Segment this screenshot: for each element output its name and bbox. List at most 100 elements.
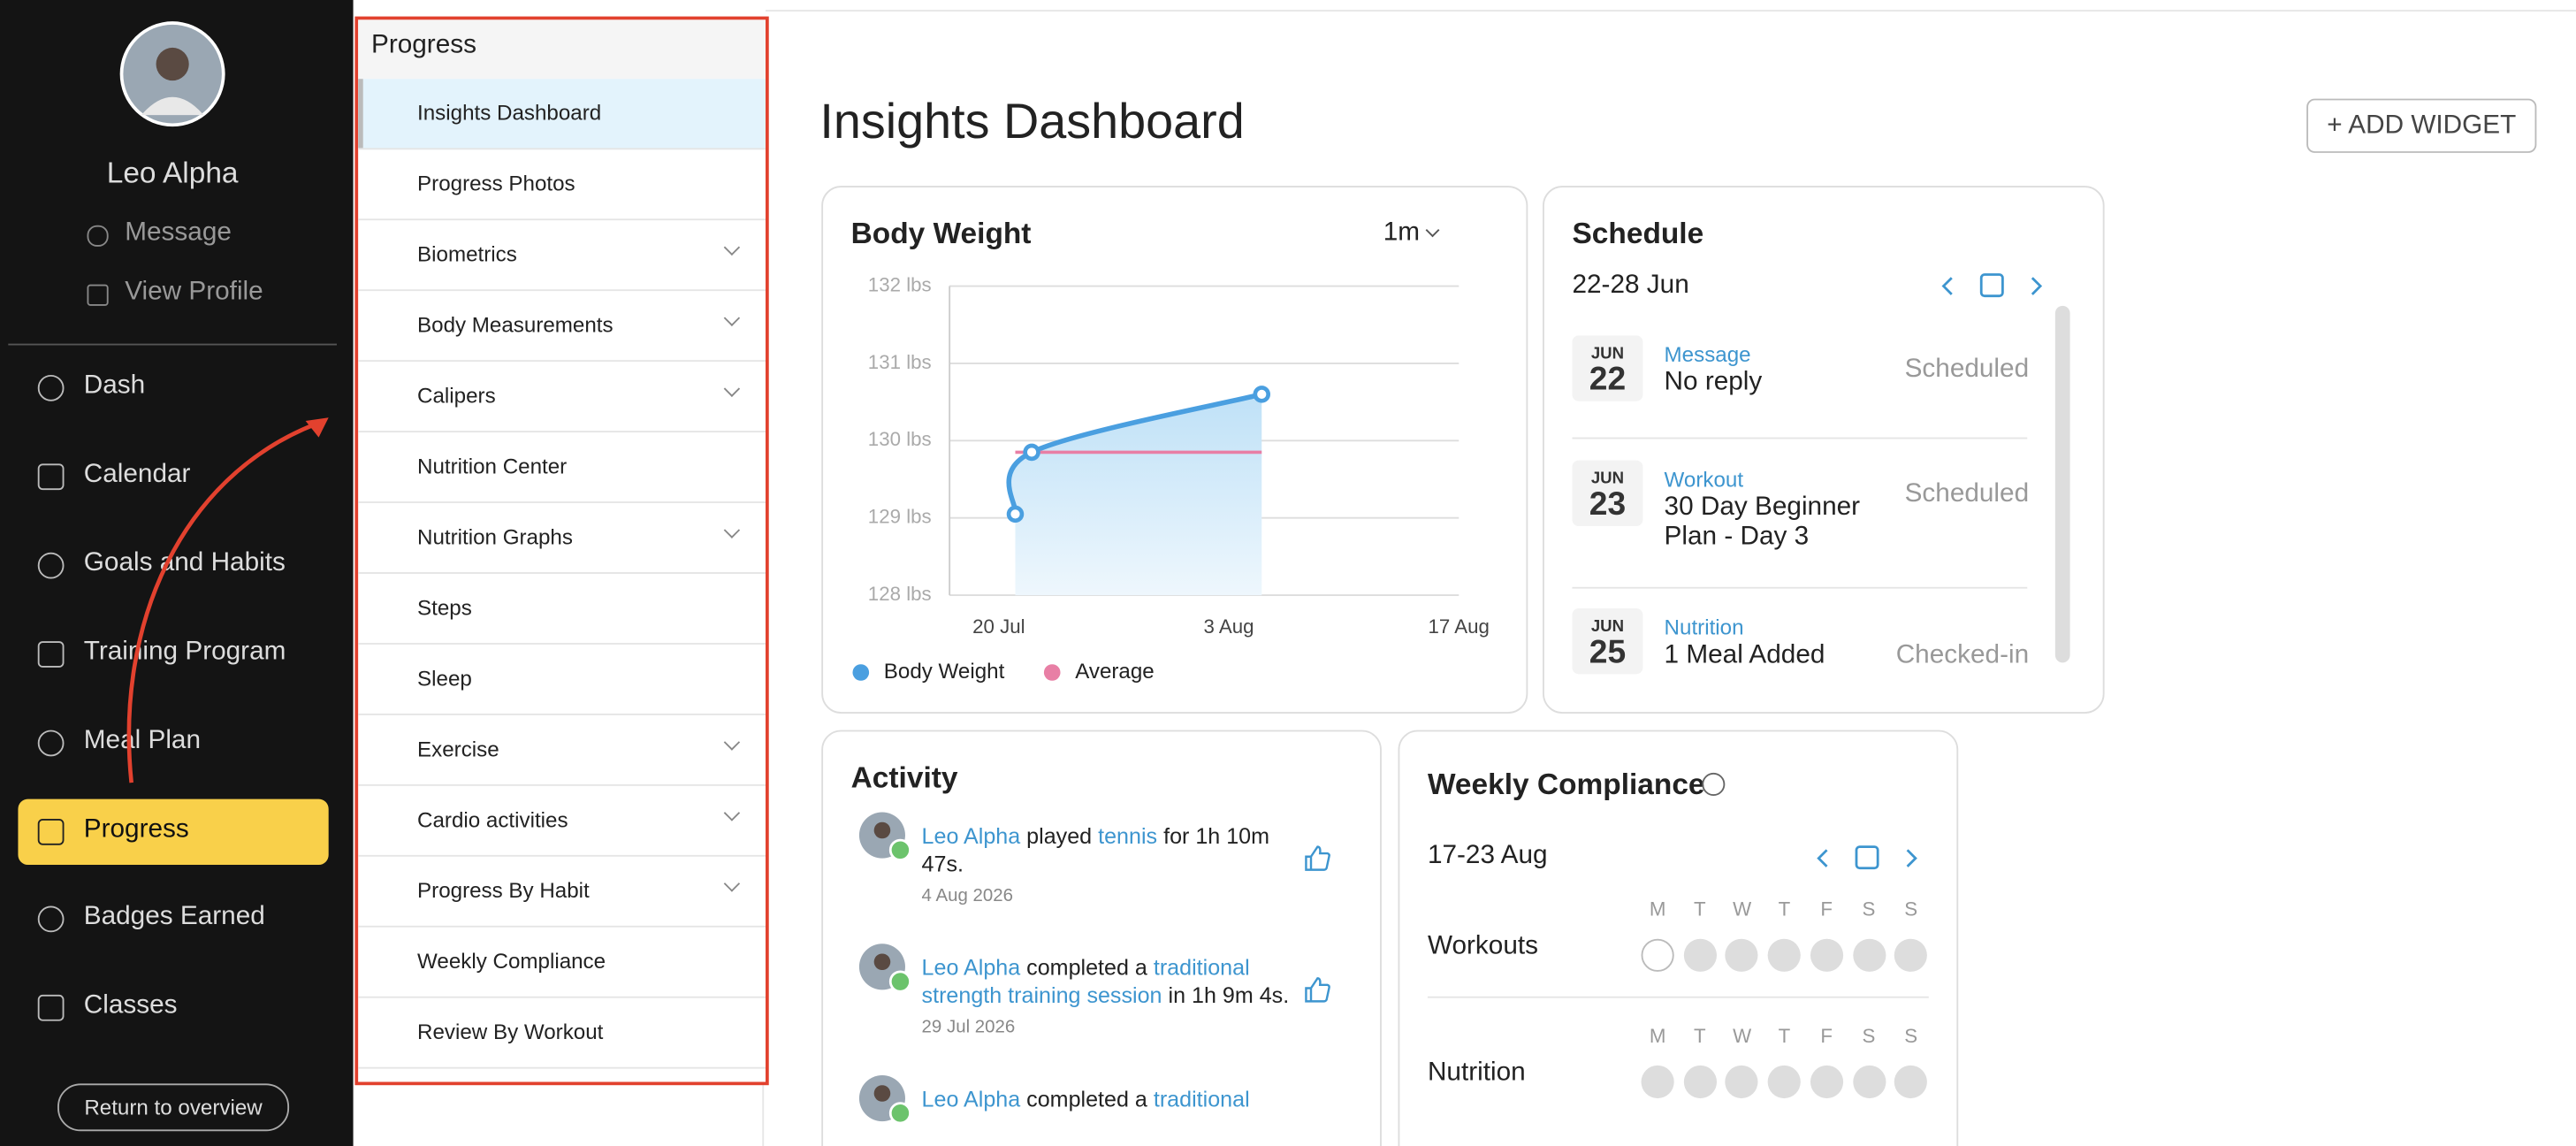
x-tick-label: 3 Aug xyxy=(1204,615,1254,638)
submenu-item[interactable]: Cardio activities xyxy=(358,786,766,857)
like-button[interactable] xyxy=(1303,844,1332,873)
day: 25 xyxy=(1589,634,1627,671)
next-button xyxy=(1906,849,1917,867)
avatar xyxy=(119,21,225,127)
nav-icon xyxy=(37,995,65,1022)
submenu-label: Nutrition Center xyxy=(417,454,568,479)
like-icon xyxy=(1305,977,1330,1003)
event-type: Nutrition xyxy=(1664,615,1744,640)
y-tick-label: 128 lbs xyxy=(868,583,932,605)
y-tick-label: 131 lbs xyxy=(868,351,932,373)
object: traditional strength training session xyxy=(921,955,1250,1008)
selected-bar xyxy=(358,79,363,149)
submenu-item[interactable]: Progress By Habit xyxy=(358,857,766,928)
submenu-item[interactable]: Exercise xyxy=(358,715,766,786)
nav-item[interactable]: Meal Plan xyxy=(83,726,202,754)
check-badge xyxy=(888,970,911,993)
day-circle xyxy=(1683,938,1717,972)
submenu-item[interactable]: Review By Workout xyxy=(358,998,766,1069)
profile-link[interactable]: View Profile xyxy=(125,278,263,306)
submenu-label: Insights Dashboard xyxy=(417,100,602,126)
event-status: Scheduled xyxy=(1904,479,2030,508)
nav-icon xyxy=(37,906,65,934)
day-circle xyxy=(1894,1065,1928,1099)
scrollbar xyxy=(2054,305,2070,663)
profile-link-icon xyxy=(87,225,109,247)
verb: played xyxy=(1026,823,1093,849)
day-circle xyxy=(1641,1065,1674,1099)
avatar-head xyxy=(873,821,891,839)
activity-date: 29 Jul 2026 xyxy=(921,1017,1016,1038)
submenu-item[interactable]: Nutrition Graphs xyxy=(358,503,766,574)
submenu-title: Progress xyxy=(370,31,476,59)
chevron xyxy=(723,309,741,326)
submenu-item[interactable]: Steps xyxy=(358,574,766,645)
nav-icon xyxy=(37,818,65,844)
avatar-head xyxy=(873,1085,891,1102)
date-box xyxy=(1572,607,1643,675)
nav-item[interactable]: Goals and Habits xyxy=(83,548,286,577)
verb: completed a xyxy=(1026,955,1147,981)
profile-link[interactable]: Message xyxy=(125,218,232,247)
day-circle xyxy=(1767,1065,1801,1099)
user-name: Leo Alpha xyxy=(106,156,239,189)
submenu-label: Exercise xyxy=(417,737,499,761)
nav-item[interactable]: Training Program xyxy=(83,637,286,666)
x-tick-label: 17 Aug xyxy=(1429,615,1490,638)
add-widget-button[interactable]: + ADD WIDGET xyxy=(2306,98,2537,153)
point xyxy=(1023,443,1040,462)
submenu-item[interactable]: Nutrition Center xyxy=(358,432,766,503)
day-circle xyxy=(1810,1065,1843,1099)
submenu-item[interactable]: Sleep xyxy=(358,645,766,715)
day-circle xyxy=(1852,938,1886,972)
day-label: S xyxy=(1862,1024,1876,1048)
day-label: T xyxy=(1778,1024,1791,1048)
submenu-label: Weekly Compliance xyxy=(417,948,606,974)
day-circle xyxy=(1726,938,1759,972)
submenu-item[interactable]: Biometrics xyxy=(358,220,766,292)
separator xyxy=(1572,586,2028,589)
nav-item[interactable]: Badges Earned xyxy=(83,903,265,932)
day: 23 xyxy=(1589,486,1627,523)
sidebar: Leo Alpha Message View Profile Dash Calendar… xyxy=(0,0,354,1146)
date-range: 22-28 Jun xyxy=(1572,271,1689,300)
range-select[interactable]: 1m xyxy=(1383,218,1421,247)
submenu-item[interactable]: Progress Photos xyxy=(358,149,766,221)
submenu-label: Steps xyxy=(417,595,472,620)
submenu-item[interactable]: Insights Dashboard xyxy=(358,79,766,150)
event-type: Workout xyxy=(1664,467,1744,492)
calendar-button xyxy=(1855,845,1879,870)
day-label: T xyxy=(1694,1024,1706,1048)
top-border xyxy=(766,10,2576,12)
avatar-head xyxy=(873,953,891,971)
submenu-item[interactable]: Body Measurements xyxy=(358,291,766,363)
submenu-label: Progress By Habit xyxy=(417,877,590,903)
week-nav xyxy=(1817,845,1917,870)
event-text: No reply xyxy=(1664,368,1763,397)
activity-text: Leo Alpha completed a traditional xyxy=(922,1085,1299,1113)
date-box xyxy=(1572,335,1643,401)
submenu-label: Cardio activities xyxy=(417,806,568,832)
return-button[interactable]: Return to overview xyxy=(57,1083,290,1132)
nav-item[interactable]: Calendar xyxy=(83,460,191,489)
day-label: F xyxy=(1820,898,1833,921)
nav-item[interactable]: Progress xyxy=(83,814,189,843)
divider xyxy=(762,1081,765,1146)
like-button[interactable] xyxy=(1303,975,1332,1005)
separator xyxy=(1427,996,1929,998)
month: JUN xyxy=(1590,345,1625,363)
separator xyxy=(1572,437,2028,439)
chevron xyxy=(723,522,741,539)
submenu-item[interactable]: Calipers xyxy=(358,362,766,433)
day-circle xyxy=(1810,938,1843,972)
day-circle xyxy=(1641,938,1674,972)
submenu-label: Calipers xyxy=(417,383,496,409)
nav-item[interactable]: Classes xyxy=(83,991,178,1020)
day-circle xyxy=(1852,1065,1886,1099)
month: JUN xyxy=(1590,618,1625,637)
nav-item[interactable]: Dash xyxy=(83,371,146,400)
schedule-card: Schedule 22-28 Jun JUN 22 Message No reply Sch… xyxy=(1543,186,2105,714)
submenu-item[interactable]: Weekly Compliance xyxy=(358,928,766,998)
